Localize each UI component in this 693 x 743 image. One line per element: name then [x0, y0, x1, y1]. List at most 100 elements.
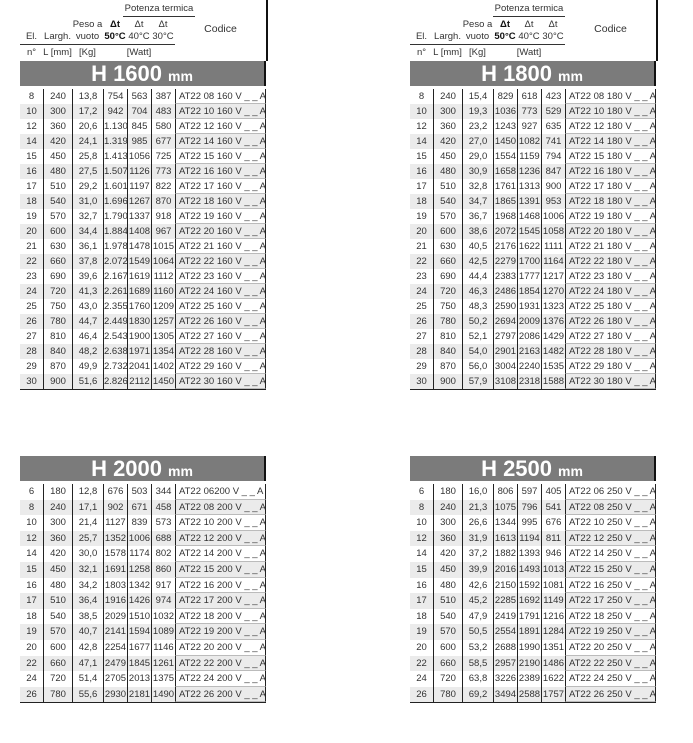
cell-codice: AT22 26 160 V _ _ A — [175, 314, 266, 329]
cell-peso: 45,2 — [462, 593, 493, 609]
cell-el: 8 — [418, 501, 425, 513]
cell-codice: AT22 20 160 V _ _ A — [175, 224, 266, 239]
table-row: 12 360 20,6 1.130 845 580 AT22 12 160 V _ _ A — [20, 119, 266, 134]
cell-largh: 900 — [433, 374, 462, 389]
cell-w40: 1891 — [517, 624, 541, 640]
cell-el: 26 — [416, 688, 427, 700]
cell-w50: 1865 — [493, 194, 517, 209]
cell-w30: 1375 — [151, 671, 175, 687]
cell-peso: 17,1 — [72, 499, 103, 516]
cell-el: 20 — [416, 226, 427, 237]
table-row: 17 510 29,2 1.601 1197 822 AT22 17 160 V _ _ A — [20, 179, 266, 194]
header-dt40: Δt — [524, 19, 534, 30]
table-row: 14 420 30,0 1578 1174 802 AT22 14 200 V _ _ A — [20, 546, 266, 562]
cell-w40: 1619 — [127, 269, 151, 284]
cell-w50: 1.696 — [103, 194, 127, 209]
cell-w40: 1426 — [127, 593, 151, 609]
cell-w40: 2013 — [127, 671, 151, 687]
table-row: 8 240 17,1 902 671 458 AT22 08 200 V _ _ A — [20, 499, 266, 516]
cell-codice: AT22 26 200 V _ _ A — [175, 686, 266, 703]
cell-el: 12 — [416, 532, 427, 544]
cell-w30: 1160 — [151, 284, 175, 299]
table-row: 10 300 17,2 942 704 483 AT22 10 160 V _ _ A — [20, 104, 266, 119]
cell-peso: 50,5 — [462, 624, 493, 640]
cell-w50: 1127 — [103, 515, 127, 531]
cell-w30: 870 — [151, 194, 175, 209]
cell-codice: AT22 30 160 V _ _ A — [175, 374, 266, 389]
cell-w30: 1757 — [541, 686, 565, 703]
cell-w50: 3494 — [493, 686, 517, 703]
cell-peso: 48,3 — [462, 299, 493, 314]
cell-w50: 754 — [103, 89, 127, 104]
cell-el: 22 — [416, 256, 427, 267]
cell-w30: 1450 — [151, 374, 175, 389]
cell-w40: 1258 — [127, 561, 151, 578]
cell-largh: 240 — [43, 499, 72, 516]
cell-peso: 36,1 — [72, 239, 103, 254]
header-peso: Peso a — [72, 19, 103, 30]
cell-w40: 1056 — [127, 149, 151, 164]
cell-w40: 1760 — [127, 299, 151, 314]
cell-peso: 57,9 — [462, 374, 493, 389]
cell-largh: 360 — [433, 530, 462, 547]
cell-peso: 49,9 — [72, 359, 103, 374]
cell-peso: 27,0 — [462, 134, 493, 149]
table-row: 26 780 55,6 2930 2181 1490 AT22 26 200 V _ _ A — [20, 686, 266, 703]
cell-w30: 1111 — [541, 239, 565, 254]
cell-largh: 870 — [43, 359, 72, 374]
cell-codice: AT22 27 180 V _ _ A — [565, 329, 656, 344]
cell-codice: AT22 18 160 V _ _ A — [175, 194, 266, 209]
cell-codice: AT22 25 180 V _ _ A — [565, 299, 656, 314]
cell-peso: 17,2 — [72, 104, 103, 119]
cell-largh: 420 — [43, 134, 72, 149]
cell-w30: 1270 — [541, 284, 565, 299]
cell-w30: 688 — [151, 530, 175, 547]
cell-el: 20 — [416, 641, 427, 653]
cell-el: 16 — [26, 166, 37, 177]
cell-codice: AT22 15 200 V _ _ A — [175, 561, 266, 578]
cell-w30: 1622 — [541, 671, 565, 687]
table-row: 8 240 13,8 754 563 387 AT22 08 160 V _ _ A — [20, 89, 266, 104]
cell-codice: AT22 25 160 V _ _ A — [175, 299, 266, 314]
cell-peso: 20,6 — [72, 119, 103, 134]
cell-w30: 573 — [151, 515, 175, 531]
cell-el: 24 — [416, 673, 427, 685]
table-row: 12 360 25,7 1352 1006 688 AT22 12 200 V _ _ A — [20, 530, 266, 547]
cell-peso: 51,6 — [72, 374, 103, 389]
height-banner: H 2500 mm — [410, 456, 656, 481]
cell-peso: 38,5 — [72, 608, 103, 625]
cell-codice: AT22 12 250 V _ _ A — [565, 530, 656, 547]
cell-w40: 671 — [127, 499, 151, 516]
table-row: 24 720 63,8 3226 2389 1622 AT22 24 250 V _ _ A — [410, 671, 656, 687]
cell-el: 30 — [416, 376, 427, 387]
cell-codice: AT22 10 180 V _ _ A — [565, 104, 656, 119]
header-l: L [mm] — [43, 47, 72, 58]
cell-w50: 2554 — [493, 624, 517, 640]
cell-w40: 2009 — [517, 314, 541, 329]
table-row: 26 780 69,2 3494 2588 1757 AT22 26 250 V _ _ A — [410, 686, 656, 703]
cell-peso: 24,1 — [72, 134, 103, 149]
cell-w50: 2279 — [493, 254, 517, 269]
cell-peso: 38,6 — [462, 224, 493, 239]
cell-peso: 52,1 — [462, 329, 493, 344]
header-50c: 50°C — [104, 31, 126, 42]
cell-w50: 829 — [493, 89, 517, 104]
table-row: 25 750 48,3 2590 1931 1323 AT22 25 180 V _ _ A — [410, 299, 656, 314]
divider — [410, 44, 565, 45]
cell-w50: 2285 — [493, 593, 517, 609]
cell-w50: 2.826 — [103, 374, 127, 389]
cell-codice: AT22 21 160 V _ _ A — [175, 239, 266, 254]
table-row: 27 810 46,4 2.543 1900 1305 AT22 27 160 V _ _ … — [20, 329, 266, 344]
cell-w40: 1197 — [127, 179, 151, 194]
cell-peso: 12,8 — [72, 484, 103, 500]
header-30c: 30°C — [542, 31, 564, 42]
cell-codice: AT22 10 250 V _ _ A — [565, 515, 656, 531]
cell-w30: 1261 — [151, 655, 175, 672]
table-header: Potenza termica El. Largh. Peso a vuoto … — [410, 0, 658, 61]
cell-w40: 618 — [517, 89, 541, 104]
cell-peso: 42,6 — [462, 577, 493, 594]
cell-w30: 1402 — [151, 359, 175, 374]
cell-el: 27 — [416, 331, 427, 342]
cell-largh: 240 — [43, 89, 72, 104]
